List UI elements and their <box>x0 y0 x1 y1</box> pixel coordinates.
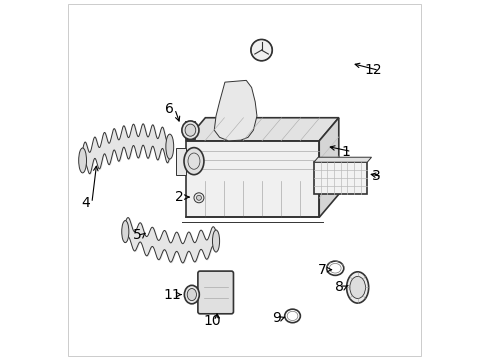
Bar <box>185 121 195 139</box>
Ellipse shape <box>183 148 203 175</box>
Ellipse shape <box>165 134 173 159</box>
Text: 5: 5 <box>132 228 141 242</box>
Circle shape <box>250 40 272 61</box>
Text: 10: 10 <box>203 314 220 328</box>
Text: 12: 12 <box>364 63 381 77</box>
Text: 11: 11 <box>163 288 181 302</box>
Polygon shape <box>319 118 338 217</box>
Ellipse shape <box>184 285 199 304</box>
Ellipse shape <box>187 288 196 301</box>
Text: 7: 7 <box>317 263 326 277</box>
Ellipse shape <box>349 276 365 298</box>
Ellipse shape <box>184 124 195 136</box>
Ellipse shape <box>212 230 219 252</box>
Ellipse shape <box>79 148 86 173</box>
Text: 4: 4 <box>81 196 90 210</box>
Bar <box>176 148 185 175</box>
Text: 3: 3 <box>371 170 380 184</box>
Ellipse shape <box>182 121 199 139</box>
Text: 1: 1 <box>341 144 349 158</box>
Circle shape <box>196 195 201 200</box>
Bar <box>313 162 366 194</box>
Circle shape <box>194 193 203 203</box>
Text: 2: 2 <box>175 190 184 204</box>
Polygon shape <box>185 118 338 141</box>
Ellipse shape <box>122 221 129 243</box>
Polygon shape <box>313 157 371 162</box>
Text: 9: 9 <box>271 311 281 325</box>
Text: 8: 8 <box>335 280 344 294</box>
Text: 6: 6 <box>164 102 173 116</box>
FancyBboxPatch shape <box>198 271 233 314</box>
Bar <box>185 141 319 217</box>
Ellipse shape <box>346 272 368 303</box>
Polygon shape <box>214 80 256 141</box>
